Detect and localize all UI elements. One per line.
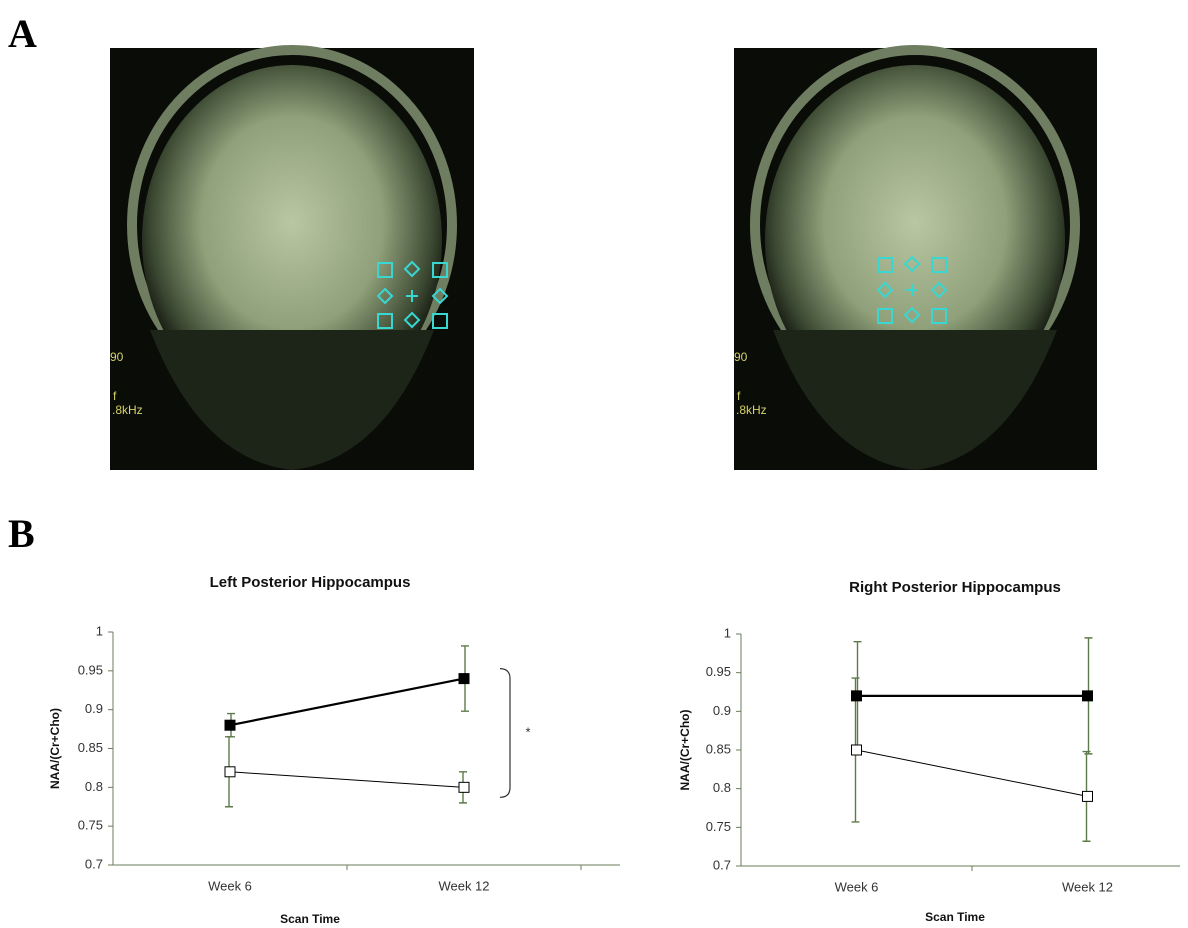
- panel-label: A: [8, 11, 37, 56]
- y-axis-label: NAA/(Cr+Cho): [678, 710, 692, 791]
- y-axis-label: NAA/(Cr+Cho): [48, 708, 62, 789]
- marker: [1082, 790, 1093, 802]
- y-tick-label: 0.9: [85, 701, 103, 716]
- y-tick-label: 0.75: [78, 818, 103, 833]
- x-tick-label: Week 12: [1062, 879, 1113, 894]
- marker: [458, 781, 470, 793]
- overlay-text: .8kHz: [112, 403, 143, 417]
- x-tick-label: Week 6: [835, 879, 879, 894]
- y-tick-label: 0.85: [706, 741, 731, 756]
- chart-title: Left Posterior Hippocampus: [210, 574, 411, 591]
- overlay-text: 90: [110, 350, 124, 364]
- series-line: [229, 677, 465, 727]
- y-tick-label: 0.7: [85, 856, 103, 871]
- mri-image: 90 f .8kHz: [110, 45, 474, 470]
- annotation: *: [525, 724, 530, 739]
- significance-bracket: [499, 668, 511, 798]
- x-axis-label: Scan Time: [280, 912, 340, 926]
- y-tick-label: 0.9: [713, 703, 731, 718]
- y-tick-label: 0.8: [713, 780, 731, 795]
- marker: [224, 719, 236, 731]
- y-tick-label: 0.8: [85, 779, 103, 794]
- chart-title: Right Posterior Hippocampus: [849, 579, 1061, 596]
- overlay-text: f: [113, 389, 117, 403]
- y-tick-label: 1: [96, 623, 103, 638]
- y-tick-label: 0.85: [78, 740, 103, 755]
- x-axis-label: Scan Time: [925, 910, 985, 924]
- marker: [851, 744, 862, 756]
- marker: [224, 766, 236, 778]
- x-tick-label: Week 6: [208, 878, 252, 893]
- overlay-text: .8kHz: [736, 403, 767, 417]
- mri-image: 90 f .8kHz: [734, 45, 1097, 470]
- panel-label: B: [8, 511, 35, 556]
- y-tick-label: 0.95: [706, 664, 731, 679]
- y-tick-label: 0.95: [78, 662, 103, 677]
- overlay-text: 90: [734, 350, 748, 364]
- y-tick-label: 0.75: [706, 819, 731, 834]
- x-tick-label: Week 12: [438, 878, 489, 893]
- marker: [851, 690, 862, 702]
- y-tick-label: 1: [724, 625, 731, 640]
- marker: [458, 673, 470, 685]
- marker: [1082, 690, 1093, 702]
- series-line: [856, 749, 1088, 797]
- series-line: [229, 771, 465, 788]
- overlay-text: f: [737, 389, 741, 403]
- y-tick-label: 0.7: [713, 857, 731, 872]
